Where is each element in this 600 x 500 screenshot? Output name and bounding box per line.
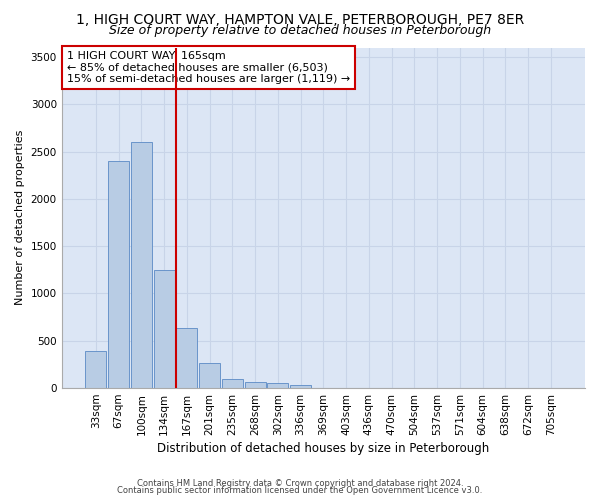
Text: 1 HIGH COURT WAY: 165sqm
← 85% of detached houses are smaller (6,503)
15% of sem: 1 HIGH COURT WAY: 165sqm ← 85% of detach… bbox=[67, 51, 350, 84]
Bar bbox=[290, 385, 311, 388]
Bar bbox=[154, 270, 175, 388]
Bar bbox=[131, 142, 152, 388]
Text: Contains HM Land Registry data © Crown copyright and database right 2024.: Contains HM Land Registry data © Crown c… bbox=[137, 478, 463, 488]
Bar bbox=[222, 378, 243, 388]
Bar bbox=[108, 161, 129, 388]
Bar bbox=[176, 328, 197, 388]
Bar bbox=[85, 351, 106, 388]
Bar bbox=[245, 382, 266, 388]
Bar bbox=[199, 364, 220, 388]
Text: 1, HIGH COURT WAY, HAMPTON VALE, PETERBOROUGH, PE7 8ER: 1, HIGH COURT WAY, HAMPTON VALE, PETERBO… bbox=[76, 12, 524, 26]
Text: Contains public sector information licensed under the Open Government Licence v3: Contains public sector information licen… bbox=[118, 486, 482, 495]
X-axis label: Distribution of detached houses by size in Peterborough: Distribution of detached houses by size … bbox=[157, 442, 490, 455]
Bar bbox=[268, 384, 289, 388]
Text: Size of property relative to detached houses in Peterborough: Size of property relative to detached ho… bbox=[109, 24, 491, 37]
Y-axis label: Number of detached properties: Number of detached properties bbox=[15, 130, 25, 306]
